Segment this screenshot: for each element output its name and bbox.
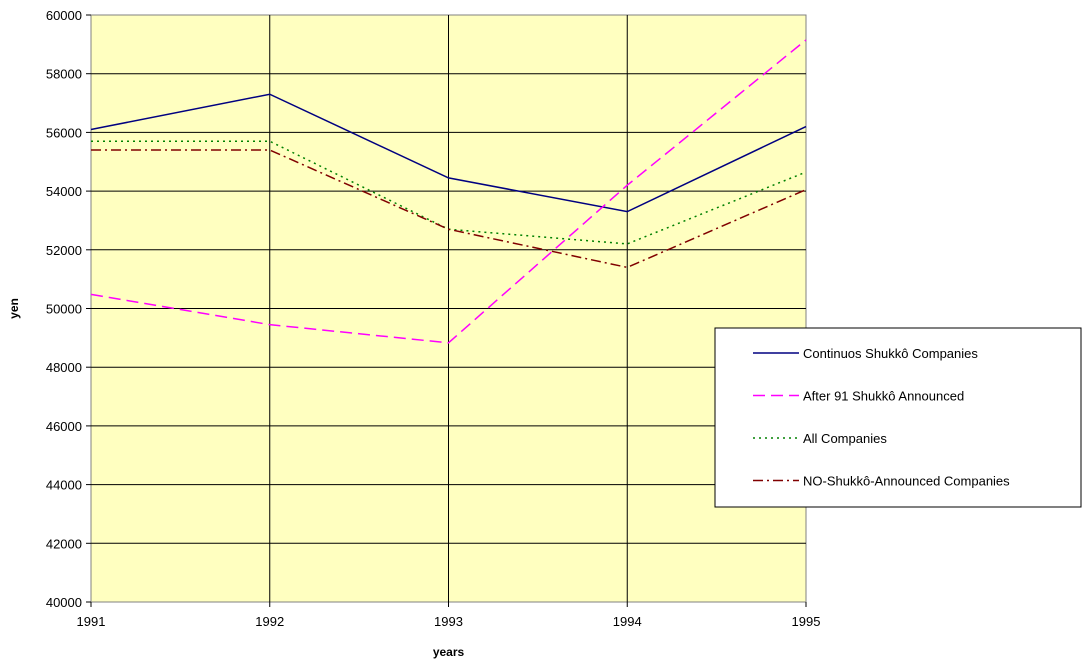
x-tick-label: 1992 <box>255 614 284 629</box>
y-tick-label: 56000 <box>46 125 82 140</box>
y-tick-label: 50000 <box>46 302 82 317</box>
legend-label-1: After 91 Shukkô Announced <box>803 389 964 404</box>
legend-label-0: Continuos Shukkô Companies <box>803 346 978 361</box>
x-axis-title: years <box>433 645 465 659</box>
x-tick-label: 1991 <box>77 614 106 629</box>
gridlines <box>91 15 806 602</box>
series-line-3 <box>91 149 807 269</box>
y-tick-label: 46000 <box>46 419 82 434</box>
series-lines <box>90 39 807 344</box>
legend-box <box>714 327 1082 508</box>
x-axis-ticks: 1991 1992 1993 1994 1995 <box>77 602 821 629</box>
legend: Continuos Shukkô Companies After 91 Shukk… <box>714 327 1082 508</box>
y-axis-title: yen <box>7 298 21 319</box>
legend-label-3: NO-Shukkô-Announced Companies <box>803 474 1010 489</box>
y-tick-label: 60000 <box>46 8 82 23</box>
y-tick-label: 52000 <box>46 243 82 258</box>
x-tick-label: 1994 <box>613 614 642 629</box>
x-tick-label: 1993 <box>434 614 463 629</box>
series-line-0 <box>90 93 807 213</box>
y-tick-label: 40000 <box>46 595 82 610</box>
y-tick-label: 54000 <box>46 184 82 199</box>
y-tick-label: 44000 <box>46 478 82 493</box>
y-tick-label: 48000 <box>46 360 82 375</box>
y-axis-ticks: 40000 42000 44000 46000 48000 50000 52000 54000… <box>46 8 91 610</box>
y-tick-label: 58000 <box>46 67 82 82</box>
series-line-1 <box>90 39 807 344</box>
y-tick-label: 42000 <box>46 536 82 551</box>
legend-label-2: All Companies <box>803 431 887 446</box>
x-tick-label: 1995 <box>792 614 821 629</box>
